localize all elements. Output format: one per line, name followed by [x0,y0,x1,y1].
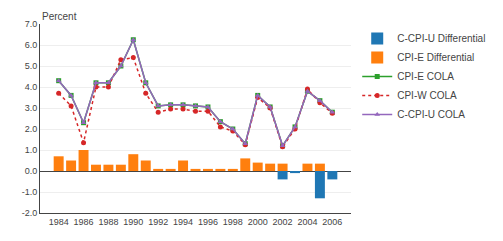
svg-text:CPI-E Differential: CPI-E Differential [397,52,474,63]
svg-text:1984: 1984 [49,217,69,227]
svg-text:1988: 1988 [98,217,118,227]
svg-text:1990: 1990 [123,217,143,227]
svg-text:7.0: 7.0 [25,19,38,29]
svg-text:1986: 1986 [74,217,94,227]
svg-text:1996: 1996 [198,217,218,227]
svg-text:6.0: 6.0 [25,40,38,50]
svg-text:Percent: Percent [42,11,77,22]
svg-text:-1.0: -1.0 [22,187,38,197]
svg-text:3.0: 3.0 [25,103,38,113]
svg-text:C-CPI-U Differential: C-CPI-U Differential [397,33,485,44]
svg-text:1998: 1998 [223,217,243,227]
svg-text:0.0: 0.0 [25,166,38,176]
svg-text:2002: 2002 [273,217,293,227]
svg-text:CPI-W COLA: CPI-W COLA [397,90,457,101]
svg-text:CPI-E COLA: CPI-E COLA [397,71,454,82]
svg-text:C-CPI-U COLA: C-CPI-U COLA [397,109,465,120]
svg-text:-2.0: -2.0 [22,208,38,218]
svg-text:5.0: 5.0 [25,61,38,71]
svg-text:2000: 2000 [248,217,268,227]
svg-text:1992: 1992 [148,217,168,227]
svg-text:1.0: 1.0 [25,145,38,155]
svg-text:2.0: 2.0 [25,124,38,134]
svg-text:1994: 1994 [173,217,193,227]
svg-text:4.0: 4.0 [25,82,38,92]
svg-text:2006: 2006 [322,217,342,227]
svg-text:2004: 2004 [297,217,317,227]
